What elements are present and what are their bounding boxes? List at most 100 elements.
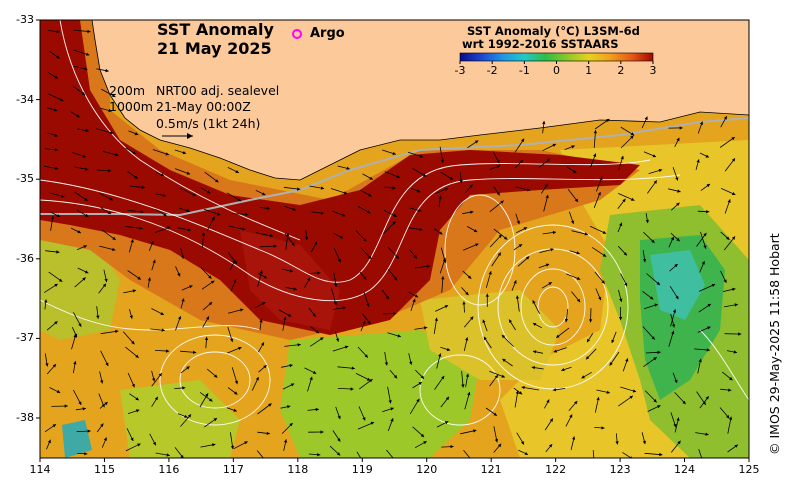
current-vector-arrowhead [426,264,431,269]
current-vector-arrowhead [705,154,709,158]
current-vector-arrowhead [593,130,597,134]
current-vector-arrowhead [82,407,86,411]
current-vector-arrowhead [180,255,185,259]
current-vector-arrowhead [266,206,270,210]
current-vector-arrowhead [518,391,523,395]
current-vector-arrowhead [459,179,463,184]
current-vector-arrowhead [705,432,709,436]
current-vector-arrowhead [136,409,140,413]
x-tick-label: 119 [351,463,373,476]
colorbar-tick-label: 1 [585,64,593,77]
current-vector-arrowhead [444,305,449,309]
current-vector-arrowhead [60,98,64,102]
current-vector-arrowhead [473,429,477,433]
current-vector-arrowhead [651,336,655,340]
current-vector-arrowhead [103,437,107,441]
current-vector-arrowhead [186,209,190,213]
map-title: SST Anomaly 21 May 2025 [157,20,274,58]
current-vector-arrowhead [440,159,445,163]
current-vector-arrowhead [84,213,89,217]
current-vector-arrowhead [134,175,138,179]
sst-field-warm-core [40,20,640,335]
current-vector-arrowhead [602,253,607,257]
current-vector-arrowhead [235,170,239,173]
current-vector-arrowhead [671,330,675,335]
current-vector-arrowhead [83,245,87,249]
argo-marker-icon [292,29,302,39]
current-vector-arrowhead [320,211,325,215]
current-vector-arrowhead [414,294,419,298]
current-vector-arrowhead [420,433,425,438]
current-vector-arrowhead [707,326,711,330]
current-vector-arrowhead [84,452,88,456]
current-vector-arrowhead [273,244,277,248]
current-vector-arrowhead [677,189,681,193]
current-vector-arrowhead [283,316,287,320]
current-vector-arrowhead [177,273,181,277]
current-vector-arrowhead [363,238,367,242]
current-vector-arrowhead [674,264,678,268]
x-axis-ticks [39,458,750,462]
current-vector-arrowhead [702,401,706,405]
current-vector-arrowhead [73,361,77,365]
current-vector-arrowhead [549,418,553,422]
current-vector-arrowhead [482,319,486,324]
current-vector-arrowhead [263,275,268,279]
current-vector-arrowhead [384,362,388,366]
current-vector-arrowhead [201,232,206,236]
current-vector-arrowhead [147,277,151,281]
current-vector-arrowhead [206,190,211,194]
current-vector-arrowhead [727,199,731,203]
current-vector-arrowhead [166,453,170,457]
current-vector-arrowhead [107,210,111,214]
current-vector-arrowhead [629,395,633,399]
current-vector-arrowhead [552,230,556,235]
current-vector-arrowhead [442,257,446,262]
current-vector-arrowhead [266,431,270,435]
current-vector-arrowhead [606,119,610,123]
current-vector-arrowhead [108,169,112,173]
current-vector-arrowhead [397,334,401,338]
current-vector-arrowhead [100,380,104,384]
current-vector-arrowhead [259,319,263,323]
current-vector-arrowhead [297,187,301,191]
current-vector-arrowhead [494,439,499,443]
current-vector-arrowhead [728,388,732,392]
current-vector-arrowhead [366,303,370,307]
current-vector-arrowhead [450,445,454,449]
current-vector-arrowhead [56,55,60,59]
current-vector-arrowhead [653,357,657,361]
current-vector-arrowhead [392,186,396,190]
current-vector-arrowhead [187,228,191,232]
current-vector-arrowhead [496,159,500,164]
current-vector-arrowhead [570,220,575,224]
current-vector-arrowhead [297,343,301,347]
colorbar-tick-label: -2 [486,64,498,77]
current-vector-arrowhead [548,444,553,448]
current-vector-arrow [592,450,595,458]
current-vector-arrowhead [78,323,82,327]
current-vector-arrowhead [731,192,736,196]
current-vector-arrowhead [679,126,683,130]
current-vector-arrowhead [423,441,427,445]
current-vector-arrowhead [54,283,58,287]
current-vector-arrowhead [54,133,58,137]
y-tick-label: -35 [16,172,34,186]
current-vector-arrowhead [351,366,355,370]
current-vector-arrowhead [419,227,423,231]
vector-scale-label: 0.5m/s (1kt 24h) [156,116,261,131]
current-vector-arrowhead [134,132,139,136]
current-vector-arrowhead [131,383,135,388]
current-vector-arrowhead [289,269,294,273]
current-vector-arrowhead [341,213,346,217]
current-vector-arrowhead [586,356,590,360]
current-vector-arrowhead [337,438,341,442]
current-vector-arrowhead [44,299,48,303]
current-vector-arrowhead [162,193,167,197]
current-vector-arrowhead [483,336,487,341]
current-vector-arrowhead [572,436,576,440]
current-vector-arrowhead [699,121,703,125]
current-vector-arrowhead [309,376,313,381]
current-vector-arrowhead [532,300,536,304]
current-vector-arrowhead [467,392,471,396]
